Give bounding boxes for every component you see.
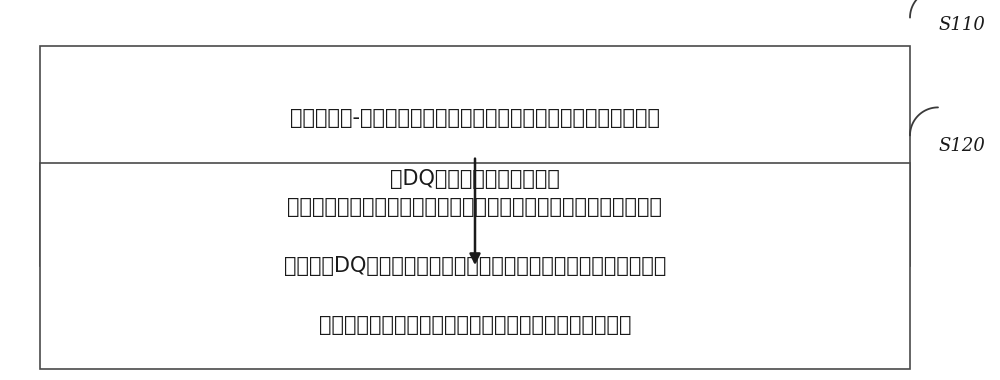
Text: 同步频率分量的控制，进而抑制所述系统的次同步谐振。: 同步频率分量的控制，进而抑制所述系统的次同步谐振。	[319, 315, 631, 335]
FancyBboxPatch shape	[40, 46, 910, 266]
FancyBboxPatch shape	[40, 163, 910, 369]
Text: S110: S110	[938, 16, 985, 34]
Text: 置为所述DQ坐标次同步频率分量，以增强双馈风机对所述系统的次: 置为所述DQ坐标次同步频率分量，以增强双馈风机对所述系统的次	[284, 256, 666, 276]
Text: 将双馈风机-串补输电系统电流的静止坐标下的次同步频率分量转换: 将双馈风机-串补输电系统电流的静止坐标下的次同步频率分量转换	[290, 108, 660, 128]
Text: S120: S120	[938, 137, 985, 155]
Text: 为DQ坐标次同步频率分量；: 为DQ坐标次同步频率分量；	[390, 169, 560, 188]
Text: 将所述系统的转子侧变流器中的比例积分谐振控制器的谐振频率点设: 将所述系统的转子侧变流器中的比例积分谐振控制器的谐振频率点设	[288, 197, 662, 217]
